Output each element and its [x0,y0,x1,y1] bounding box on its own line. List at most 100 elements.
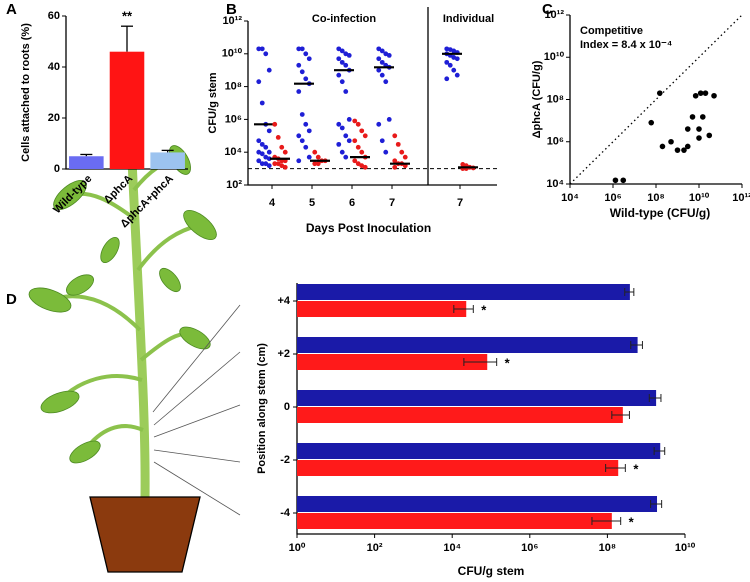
data-point [266,128,272,134]
data-point [684,126,691,132]
y-axis-label: Position along stem (cm) [256,343,268,474]
data-point [386,117,392,122]
plant-illustration [28,140,241,573]
data-point [299,69,305,75]
data-point [296,62,302,68]
data-point [303,144,309,150]
data-point [379,59,385,65]
group-label: Co-infection [312,13,376,25]
pointer-line [152,304,241,413]
leaf [69,440,101,464]
data-point [299,138,305,144]
y-tick-label: 60 [48,10,60,22]
data-point [263,144,269,150]
data-point [447,62,453,68]
data-point [346,52,352,58]
data-point [444,59,450,65]
data-point [279,144,285,150]
data-point [379,48,385,54]
plant-pot [89,496,201,573]
data-point [454,72,460,78]
data-point [697,90,704,96]
x-tick-label: 10⁴ [443,542,461,554]
data-point [343,154,349,160]
data-point [681,147,687,153]
x-axis-label: CFU/g stem [458,564,525,578]
data-point [692,92,699,99]
data-point [272,161,278,167]
y-tick-label: 10² [226,179,242,191]
stem-pointer-lines [152,304,241,516]
data-point [272,121,278,127]
data-point [299,46,305,52]
panel-letter: C [542,1,553,18]
annotation: Competitive [580,25,643,37]
data-point [451,67,457,73]
data-point [259,161,265,167]
panel-letter: B [226,1,237,18]
data-point [266,149,272,155]
bar [297,496,658,512]
data-point [259,100,265,106]
data-point [339,48,345,54]
data-point [362,133,368,139]
y-tick-label: +4 [277,295,290,307]
data-point [696,135,702,141]
data-point [346,138,352,144]
bar [297,407,623,423]
data-point [339,59,345,65]
data-point [352,158,358,164]
x-tick-label: 7 [389,197,395,209]
panel-letter: A [6,1,17,18]
data-point [256,138,262,144]
data-point [392,158,398,164]
data-point [343,133,349,139]
data-point [339,149,345,155]
leaf [183,210,217,240]
leaf [28,287,72,313]
data-point [454,56,460,62]
data-point [386,52,392,58]
data-point [336,46,342,52]
data-point [336,72,342,78]
x-tick-label: 10⁸ [647,192,664,204]
data-point [259,46,265,52]
data-point [668,138,674,145]
data-point [659,143,666,150]
x-tick-label: 10¹² [732,192,750,204]
annotation: Index = 8.4 x 10⁻⁴ [580,39,672,51]
data-point [392,164,398,170]
data-point [336,141,342,147]
x-tick-label: 10⁴ [561,192,579,204]
data-point [379,72,385,78]
data-point [296,46,302,52]
pointer-line [153,351,241,426]
data-point [343,89,349,94]
y-tick-label: 10⁶ [225,113,242,125]
data-point [259,151,265,157]
y-tick-label: +2 [277,348,290,360]
data-point [263,161,269,167]
y-tick-label: -4 [280,507,291,519]
data-point [306,56,312,62]
data-point [376,121,382,127]
bar [297,460,619,476]
data-point [339,79,345,85]
data-point [674,147,681,153]
data-point [395,141,401,147]
data-point [689,114,696,120]
data-point [359,128,365,134]
y-tick-label: 40 [48,61,60,73]
x-tick-label: 10¹⁰ [675,542,696,554]
bar [297,284,630,300]
x-tick-label: 10⁶ [604,192,621,204]
data-point [684,143,691,150]
data-point [282,164,288,170]
data-point [699,114,706,120]
data-point [315,154,321,160]
leaf [179,326,211,350]
x-tick-label: 10⁸ [599,542,616,554]
data-point [256,158,262,164]
y-tick-label: 10¹⁰ [222,48,243,60]
data-point [306,128,312,134]
